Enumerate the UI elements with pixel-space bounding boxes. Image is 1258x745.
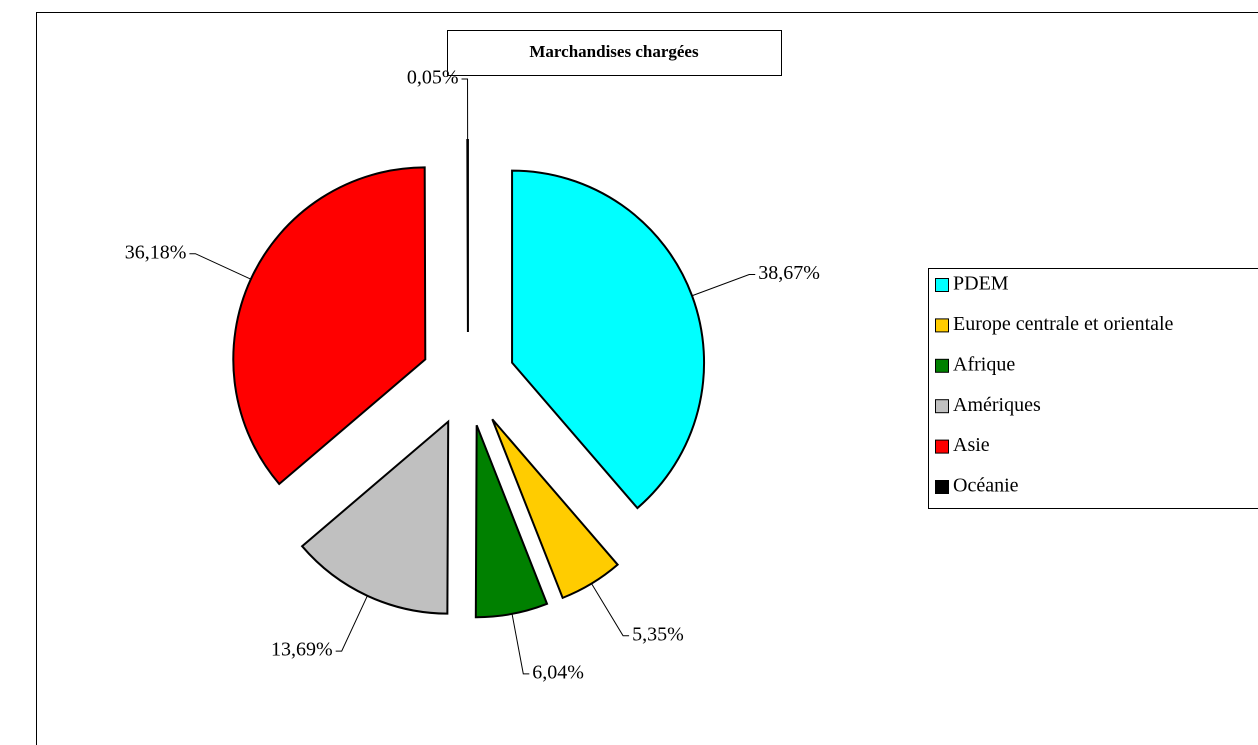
legend-label: Afrique (953, 353, 1015, 375)
data-label: 0,05% (407, 67, 459, 89)
leader-line (591, 583, 630, 637)
chart-title: Marchandises chargées (529, 42, 699, 61)
legend-swatch (935, 278, 949, 292)
leader-line (691, 274, 756, 297)
legend-label: PDEM (953, 273, 1009, 295)
legend-swatch (935, 439, 949, 454)
legend-label: Amériques (953, 394, 1041, 416)
data-label: 36,18% (125, 241, 187, 263)
data-label: 5,35% (632, 623, 684, 645)
legend-label: Europe centrale et orientale (953, 313, 1174, 335)
legend-label: Océanie (953, 475, 1019, 497)
title-box (447, 30, 782, 76)
pie-slice (466, 138, 469, 333)
legend-swatch (935, 318, 949, 333)
leader-line (511, 613, 530, 675)
data-label: 38,67% (758, 262, 820, 284)
leader-line (335, 595, 368, 652)
legend-swatch (935, 358, 949, 373)
leader-line (189, 253, 252, 280)
pie-slice (511, 169, 705, 510)
leader-line (461, 78, 469, 141)
legend-swatch (935, 480, 949, 494)
pie-slice (300, 419, 450, 615)
legend-swatch (935, 399, 949, 414)
legend-box (928, 268, 1258, 509)
data-label: 13,69% (271, 639, 333, 661)
legend-label: Asie (953, 434, 990, 456)
data-label: 6,04% (532, 661, 584, 683)
pie-slice (474, 424, 549, 619)
